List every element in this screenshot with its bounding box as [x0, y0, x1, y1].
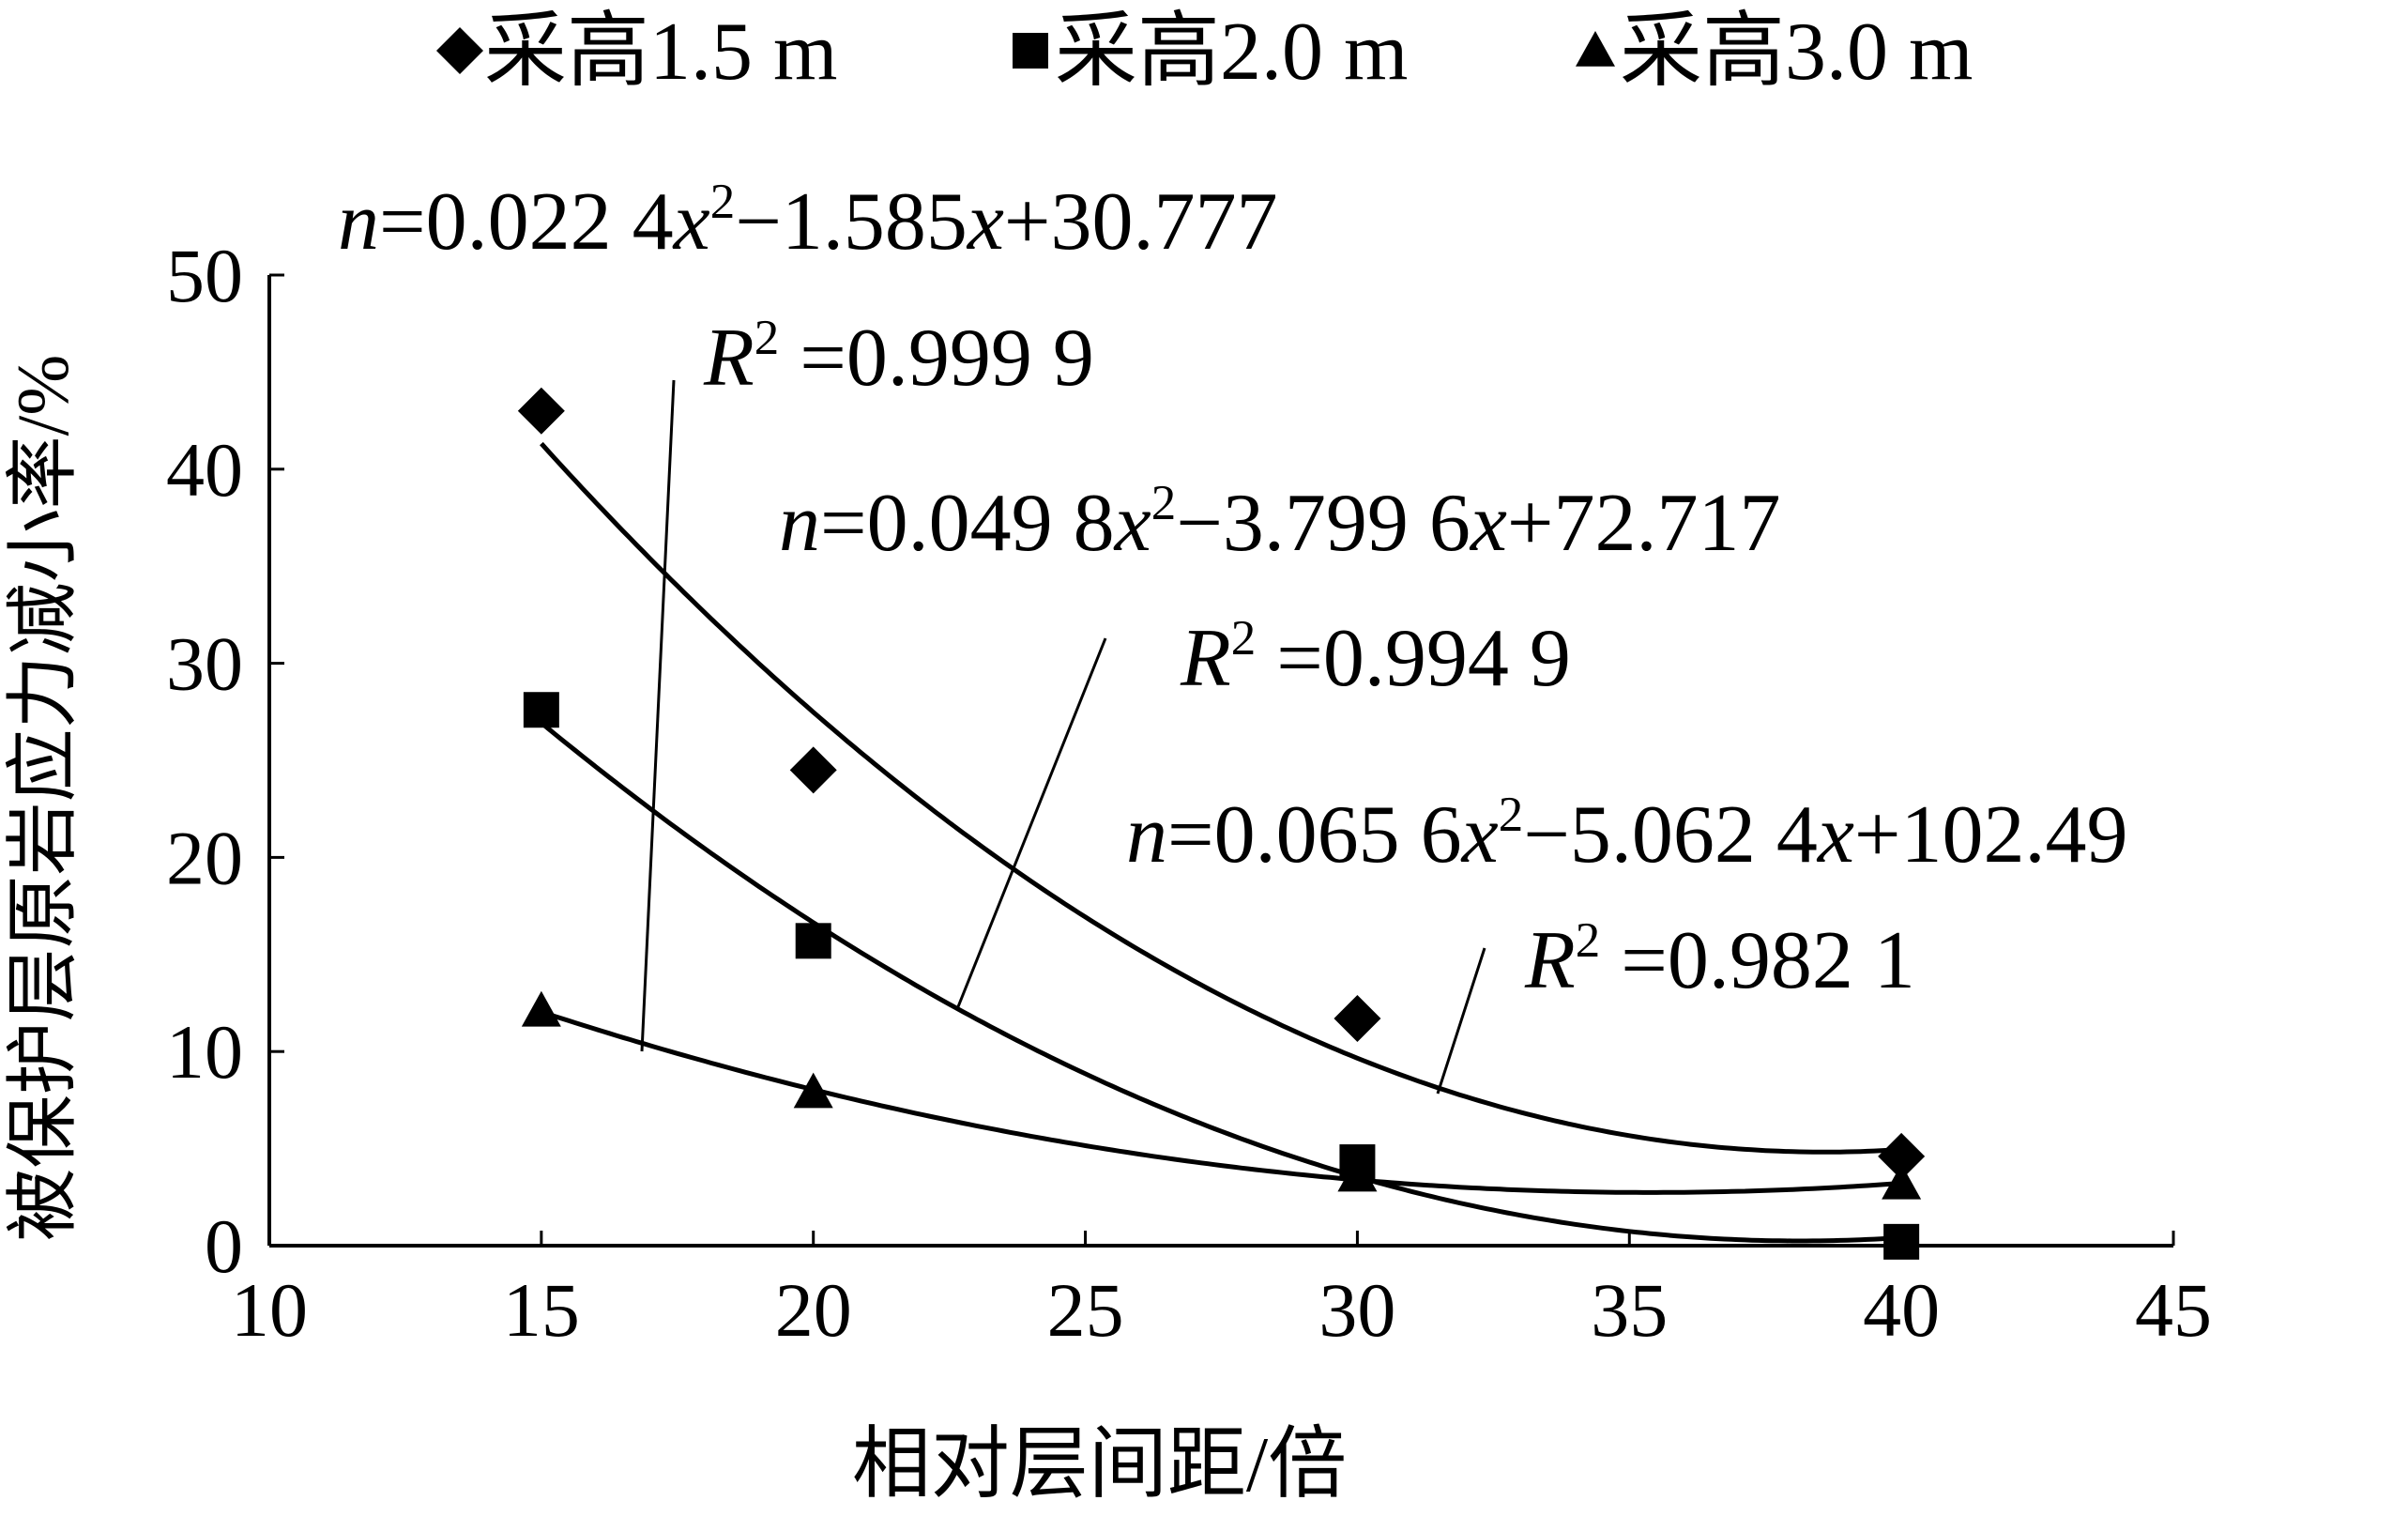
x-tick-label: 45	[2135, 1267, 2212, 1353]
r2-series-2: R2​ =0.994 9	[1180, 611, 1571, 704]
leader-line-series-3	[640, 379, 676, 1052]
legend: 采高1.5 m 采高2.0 m 采高3.0 m	[436, 7, 1973, 98]
point-series-2-x20	[795, 923, 831, 959]
y-axis-title: 被保护层原岩应力减小率/%	[2, 355, 84, 1242]
point-series-3-x40	[1882, 1163, 1922, 1200]
x-tick-label: 30	[1318, 1267, 1395, 1353]
point-series-3-x20	[793, 1072, 833, 1109]
point-series-1-x30	[1334, 995, 1381, 1043]
point-series-1-x15	[517, 387, 565, 435]
fit-curves	[540, 441, 1902, 1244]
axes: 10 15 20 25 30 35 40 4501020304050相对层间距/倍被保护层原岩…	[2, 233, 2212, 1508]
x-axis-title: 相对层间距/倍	[852, 1421, 1347, 1508]
equation-series-3: n=0.022 4x2​−1.585x+30.777	[338, 175, 1278, 268]
y-tick-label: 20	[166, 815, 243, 900]
equation-series-1: n=0.065 6x2​−5.062 4x+102.49	[1126, 788, 2128, 881]
fit-curve-series-3	[541, 1009, 1902, 1195]
point-series-3-x15	[521, 990, 561, 1027]
equation-annotations: n=0.022 4x2​−1.585x+30.777 R2​ =0.999 9 n=…	[338, 175, 2128, 1095]
point-series-1-x40	[1878, 1132, 1926, 1180]
legend-marker-series-2	[1013, 33, 1048, 69]
point-series-3-x30	[1337, 1156, 1378, 1192]
r2-series-1: R2​ =0.982 1	[1524, 913, 1915, 1006]
point-series-2-x15	[523, 692, 559, 728]
x-tick-label: 35	[1591, 1267, 1668, 1353]
x-tick-label: 15	[503, 1267, 580, 1353]
y-tick-label: 10	[166, 1009, 243, 1095]
point-series-2-x40	[1883, 1223, 1920, 1260]
x-tick-label: 25	[1047, 1267, 1124, 1353]
y-tick-label: 50	[166, 233, 243, 318]
legend-marker-series-1	[436, 27, 483, 74]
fit-curve-series-2	[540, 721, 1902, 1244]
y-tick-label: 40	[166, 427, 243, 513]
x-tick-label: 20	[775, 1267, 852, 1353]
legend-label-series-1: 采高1.5 m	[484, 7, 837, 98]
legend-label-series-3: 采高3.0 m	[1620, 7, 1973, 98]
y-tick-label: 30	[166, 621, 243, 707]
fit-curve-series-1	[540, 441, 1902, 1155]
equation-series-2: n=0.049 8x2​−3.799 6x+72.717	[779, 476, 1781, 569]
y-tick-label: 0	[205, 1203, 243, 1289]
leader-line-series-1	[1436, 947, 1486, 1095]
leader-line-series-2	[955, 637, 1107, 1010]
legend-marker-series-3	[1576, 31, 1615, 67]
legend-label-series-2: 采高2.0 m	[1055, 7, 1408, 98]
x-tick-label: 40	[1863, 1267, 1940, 1353]
data-points	[517, 387, 1926, 1260]
point-series-1-x20	[789, 746, 837, 794]
r2-series-3: R2​ =0.999 9	[703, 311, 1094, 404]
x-tick-label: 10	[231, 1267, 308, 1353]
